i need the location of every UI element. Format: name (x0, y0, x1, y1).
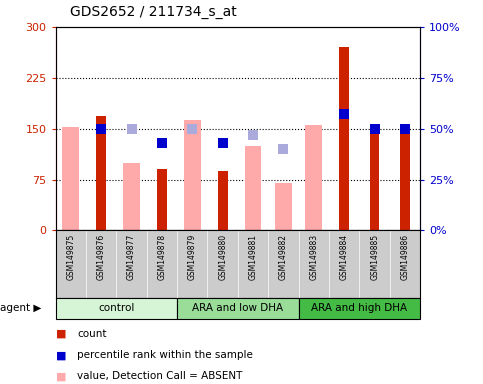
Text: agent ▶: agent ▶ (0, 303, 42, 313)
Text: ■: ■ (56, 329, 66, 339)
Text: value, Detection Call = ABSENT: value, Detection Call = ABSENT (77, 371, 242, 381)
Text: ■: ■ (56, 350, 66, 360)
Text: GSM149882: GSM149882 (279, 234, 288, 280)
Text: GSM149880: GSM149880 (218, 234, 227, 280)
Text: GSM149878: GSM149878 (157, 234, 167, 280)
Bar (298, 298, 420, 319)
Text: GSM149879: GSM149879 (188, 234, 197, 280)
Text: ARA and high DHA: ARA and high DHA (312, 303, 408, 313)
Text: GSM149875: GSM149875 (66, 234, 75, 280)
Bar (184, 121, 200, 230)
Bar (275, 183, 292, 230)
Text: GSM149885: GSM149885 (370, 234, 379, 280)
Text: GSM149881: GSM149881 (249, 234, 257, 280)
Text: count: count (77, 329, 107, 339)
Bar (370, 129, 380, 230)
Text: GSM149877: GSM149877 (127, 234, 136, 280)
Text: percentile rank within the sample: percentile rank within the sample (77, 350, 253, 360)
Bar (305, 125, 322, 230)
Bar (218, 171, 227, 230)
Text: control: control (98, 303, 134, 313)
Bar (96, 116, 106, 230)
Text: ■: ■ (56, 371, 66, 381)
Bar (177, 298, 298, 319)
Bar (340, 47, 349, 230)
Bar (157, 169, 167, 230)
Text: GSM149884: GSM149884 (340, 234, 349, 280)
Text: GSM149883: GSM149883 (309, 234, 318, 280)
Bar (123, 162, 140, 230)
Bar (400, 133, 410, 230)
Bar (56, 298, 177, 319)
Text: GSM149886: GSM149886 (400, 234, 410, 280)
Text: GDS2652 / 211734_s_at: GDS2652 / 211734_s_at (70, 5, 237, 19)
Bar (245, 146, 261, 230)
Text: ARA and low DHA: ARA and low DHA (192, 303, 284, 313)
Bar (62, 127, 79, 230)
Text: GSM149876: GSM149876 (97, 234, 106, 280)
